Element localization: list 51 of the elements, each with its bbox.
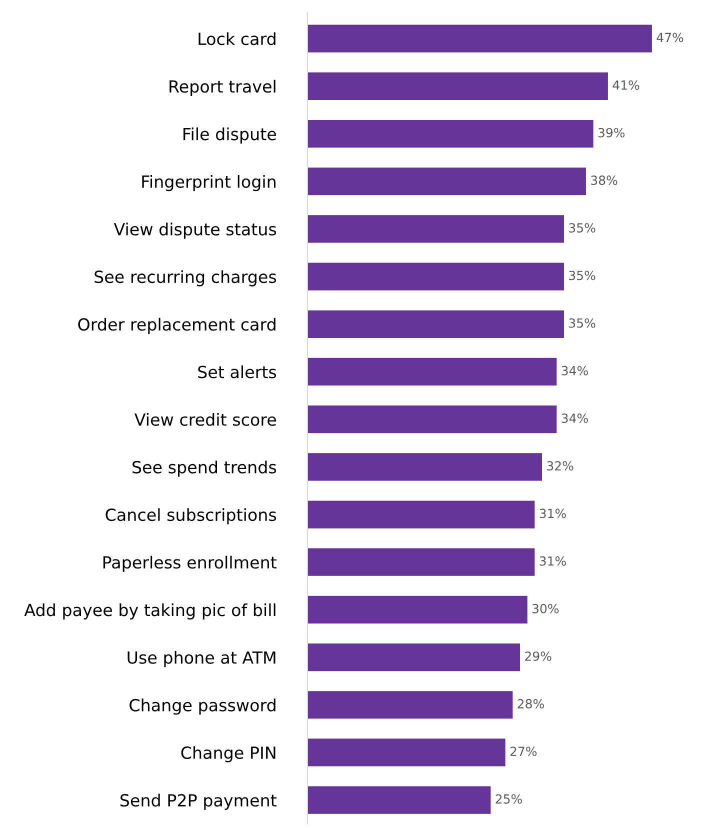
data-label: 47% (656, 32, 684, 42)
data-label: 38% (591, 176, 618, 185)
y-tick-label: View credit score (134, 413, 276, 426)
data-label: 35% (569, 223, 596, 233)
y-tick-label: Change PIN (181, 746, 276, 762)
data-label: 34% (562, 414, 588, 423)
data-label: 32% (547, 461, 574, 471)
bar (307, 786, 491, 814)
y-tick-label: Report travel (170, 80, 276, 96)
y-tick-label: Order replacement card (78, 318, 276, 334)
y-tick-label: Set alerts (198, 365, 276, 378)
y-tick-label: Add payee by taking pic of bill (24, 603, 276, 620)
data-label: 30% (532, 604, 559, 614)
y-tick-label: See spend trends (132, 460, 276, 477)
y-tick-label: Send P2P payment (120, 794, 276, 810)
y-tick-label: See recurring charges (94, 270, 276, 286)
bar (307, 310, 564, 338)
data-label: 31% (540, 508, 566, 518)
bar (307, 691, 513, 719)
y-tick-label: Change password (130, 698, 276, 715)
y-tick-label: Lock card (198, 32, 276, 46)
bar (307, 215, 564, 243)
data-label: 31% (540, 556, 566, 566)
bar (307, 500, 535, 528)
data-label: 41% (612, 80, 640, 90)
bar (307, 262, 564, 290)
y-tick-label: Use phone at ATM (128, 650, 276, 668)
y-tick-label: Fingerprint login (142, 175, 276, 192)
data-label: 39% (598, 128, 625, 138)
data-label: 25% (496, 794, 522, 804)
data-label: 28% (518, 699, 544, 709)
bar (307, 738, 506, 766)
bar (307, 643, 520, 672)
data-label: 35% (569, 270, 596, 280)
bar (307, 120, 594, 148)
y-tick-label: View dispute status (114, 222, 276, 239)
bar (307, 596, 528, 624)
y-tick-label: File dispute (184, 127, 276, 144)
bar (307, 453, 542, 481)
y-tick-label: Cancel subscriptions (106, 508, 276, 524)
bar (307, 358, 557, 386)
data-label: 35% (569, 318, 596, 328)
bar (307, 168, 586, 196)
bar (307, 72, 608, 100)
y-tick-label: Paperless enrollment (103, 556, 276, 572)
data-label: 29% (525, 651, 552, 661)
bar (307, 406, 557, 434)
data-label: 27% (510, 746, 537, 756)
bar (307, 24, 652, 52)
bar (307, 548, 535, 576)
data-label: 34% (562, 366, 588, 376)
